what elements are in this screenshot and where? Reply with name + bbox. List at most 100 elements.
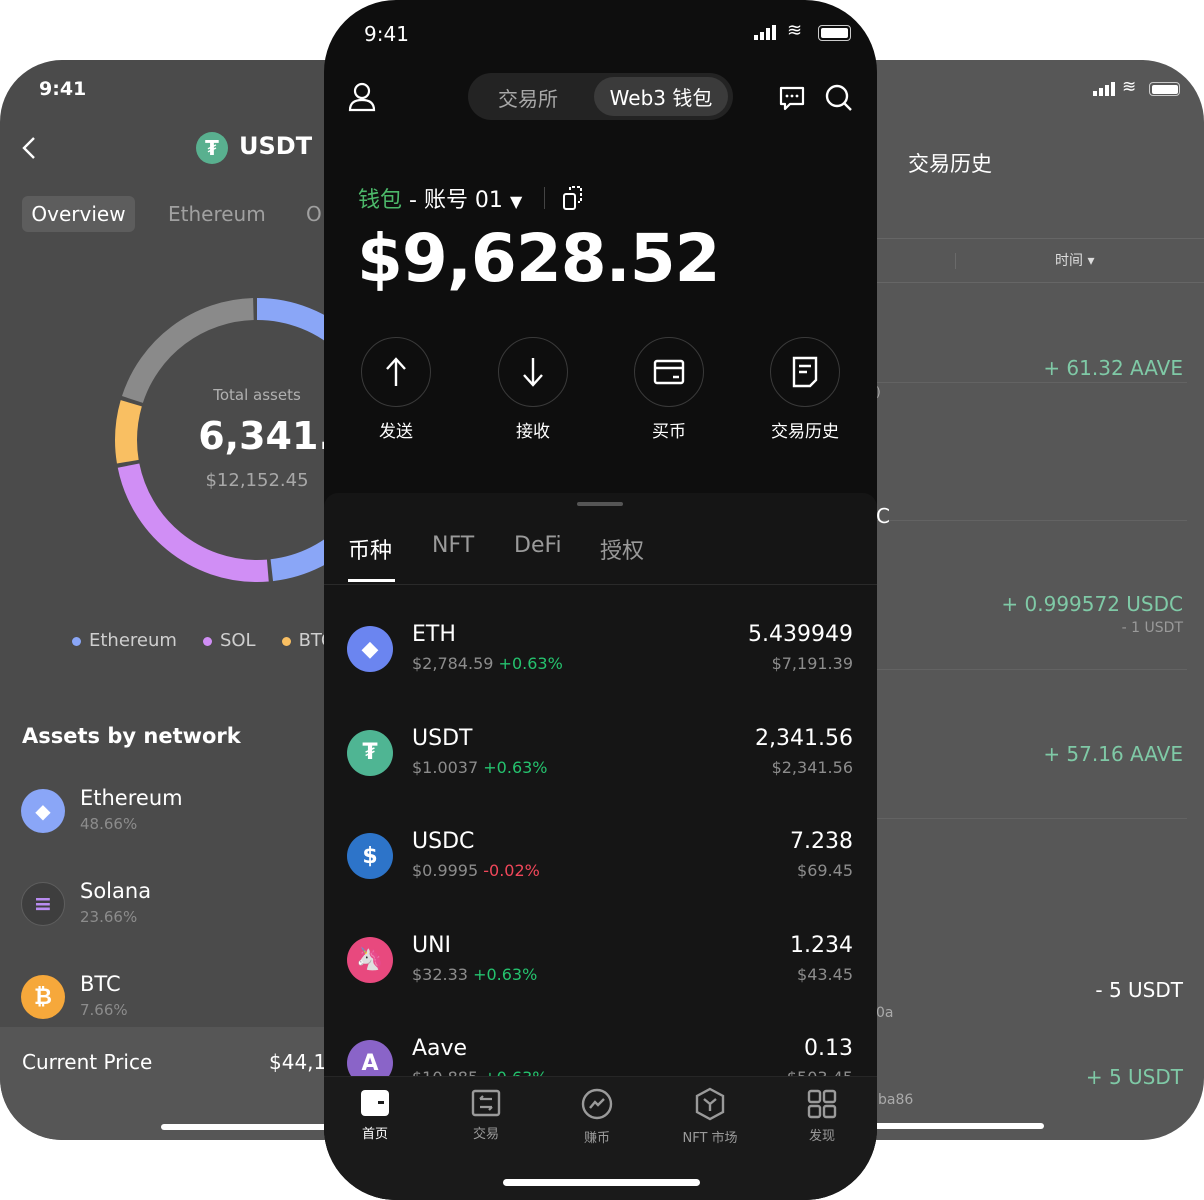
token-amount: 2,341.56	[755, 725, 853, 751]
tab-ethereum[interactable]: Ethereum	[168, 202, 266, 226]
nav-earn[interactable]: 赚币	[552, 1087, 642, 1146]
tab-underline	[348, 579, 395, 582]
uni-token-icon: 🦄	[347, 936, 393, 983]
history-amount: + 57.16 AAVE	[1043, 742, 1183, 766]
battery-icon	[1149, 82, 1180, 96]
total-assets-label: Total assets	[213, 386, 301, 404]
action-label-receive: 接收	[516, 422, 550, 442]
receive-button[interactable]	[498, 337, 568, 407]
nav-label: 发现	[808, 1129, 835, 1144]
token-amount: 0.13	[804, 1036, 853, 1061]
legend-label: Ethereum	[89, 630, 177, 651]
caret-down-icon: ▾	[1087, 253, 1095, 269]
message-icon[interactable]	[778, 85, 806, 111]
token-symbol: UNI	[412, 932, 452, 958]
token-row[interactable]: 🦄 UNI $32.33 +0.63% 1.234 $43.45	[324, 933, 877, 1007]
nav-trade[interactable]: 交易	[441, 1089, 531, 1142]
nav-nft-market[interactable]: NFT 市场	[665, 1087, 755, 1146]
tab-exchange[interactable]: 交易所	[498, 87, 558, 111]
mode-switch: 交易所 Web3 钱包	[468, 73, 733, 120]
caret-down-icon: ▼	[509, 192, 523, 211]
token-value: $43.45	[797, 964, 853, 984]
usdc-token-icon: $	[347, 833, 393, 879]
tab-web3-wallet[interactable]: Web3 钱包	[594, 77, 728, 116]
history-fragment: )	[876, 385, 881, 399]
history-fragment: C	[876, 504, 890, 528]
divider	[877, 382, 1187, 383]
tab-defi[interactable]: DeFi	[514, 533, 562, 558]
tab-approvals[interactable]: 授权	[600, 539, 645, 564]
card-icon	[653, 359, 685, 385]
donut-segment-sol	[115, 298, 399, 582]
total-assets-usd: $12,152.45	[205, 470, 309, 491]
token-price-line: $32.33 +0.63%	[412, 965, 537, 984]
token-symbol: USDT	[412, 725, 473, 751]
legend-ethereum: Ethereum	[72, 630, 177, 651]
wifi-icon: ≋	[787, 20, 803, 41]
nav-discover[interactable]: 发现	[777, 1089, 867, 1144]
current-price-label: Current Price	[22, 1050, 153, 1074]
action-label-send: 发送	[379, 422, 413, 442]
eth-token-icon: ◆	[347, 626, 393, 672]
divider	[877, 669, 1187, 670]
time-filter-dropdown[interactable]: 时间 ▾	[1055, 250, 1094, 270]
account-label: - 账号 01	[402, 188, 503, 213]
history-amount: + 5 USDT	[1085, 1065, 1183, 1089]
copy-address-icon[interactable]	[562, 185, 584, 211]
nft-hexagon-icon	[695, 1087, 725, 1121]
legend-label: SOL	[219, 630, 256, 651]
tab-overview[interactable]: Overview	[22, 196, 135, 232]
token-row[interactable]: ₮ USDT $1.0037 +0.63% 2,341.56 $2,341.56	[324, 726, 877, 800]
battery-icon	[818, 25, 851, 41]
wallet-balance: $9,628.52	[357, 220, 721, 297]
token-price-line: $0.9995 -0.02%	[412, 861, 540, 880]
tab-nft[interactable]: NFT	[432, 533, 475, 558]
action-label-history: 交易历史	[771, 422, 839, 442]
current-price-value: $44,1	[269, 1050, 327, 1074]
token-price: $2,784.59	[412, 654, 494, 673]
divider	[324, 584, 877, 585]
back-chevron-icon[interactable]	[20, 136, 40, 160]
transaction-history-button[interactable]	[770, 337, 840, 407]
home-indicator	[161, 1124, 391, 1130]
nav-label: 交易	[472, 1127, 499, 1142]
nav-label: NFT 市场	[682, 1131, 738, 1146]
coin-title: USDT	[239, 132, 313, 160]
divider	[877, 818, 1187, 819]
search-icon[interactable]	[825, 84, 853, 112]
network-name: Ethereum	[80, 786, 183, 810]
network-percent: 48.66%	[80, 815, 138, 833]
arrow-up-icon	[386, 357, 406, 386]
center-phone-web3-wallet: 9:41 ≋ 交易所 Web3 钱包 钱包 - 账号 01 ▼ $9,628.5…	[324, 0, 877, 1200]
tab-tokens[interactable]: 币种	[348, 539, 393, 564]
swap-icon	[471, 1089, 501, 1117]
action-label-buy: 买币	[652, 422, 686, 442]
wifi-icon: ≋	[1122, 77, 1137, 97]
legend-dot	[281, 637, 291, 646]
token-value: $69.45	[797, 861, 853, 880]
arrow-down-icon	[523, 358, 543, 387]
sheet-handle[interactable]	[577, 502, 623, 506]
token-price-line: $2,784.59 +0.63%	[412, 654, 563, 673]
usdt-token-icon: ₮	[347, 729, 393, 776]
nav-home[interactable]: 首页	[330, 1089, 420, 1142]
divider	[640, 282, 1204, 283]
profile-icon[interactable]	[348, 82, 376, 112]
history-amount: + 0.999572 USDC	[1001, 592, 1183, 616]
account-selector[interactable]: 钱包 - 账号 01 ▼	[358, 182, 522, 214]
tab-other[interactable]: O	[306, 202, 322, 226]
divider	[955, 253, 956, 269]
network-name: Solana	[80, 879, 152, 903]
token-row[interactable]: $ USDC $0.9995 -0.02% 7.238 $69.45	[324, 829, 877, 903]
token-amount: 1.234	[790, 932, 853, 958]
history-amount: - 5 USDT	[1095, 978, 1183, 1002]
home-wallet-icon	[361, 1090, 389, 1116]
legend-sol: SOL	[202, 630, 256, 651]
network-percent: 7.66%	[80, 1001, 128, 1019]
send-button[interactable]	[361, 337, 431, 407]
history-sub-amount: - 1 USDT	[1121, 620, 1183, 636]
token-change: -0.02%	[483, 861, 540, 880]
token-row[interactable]: ◆ ETH $2,784.59 +0.63% 5.439949 $7,191.3…	[324, 622, 877, 696]
buy-crypto-button[interactable]	[634, 337, 704, 407]
earn-chart-icon	[581, 1088, 613, 1120]
